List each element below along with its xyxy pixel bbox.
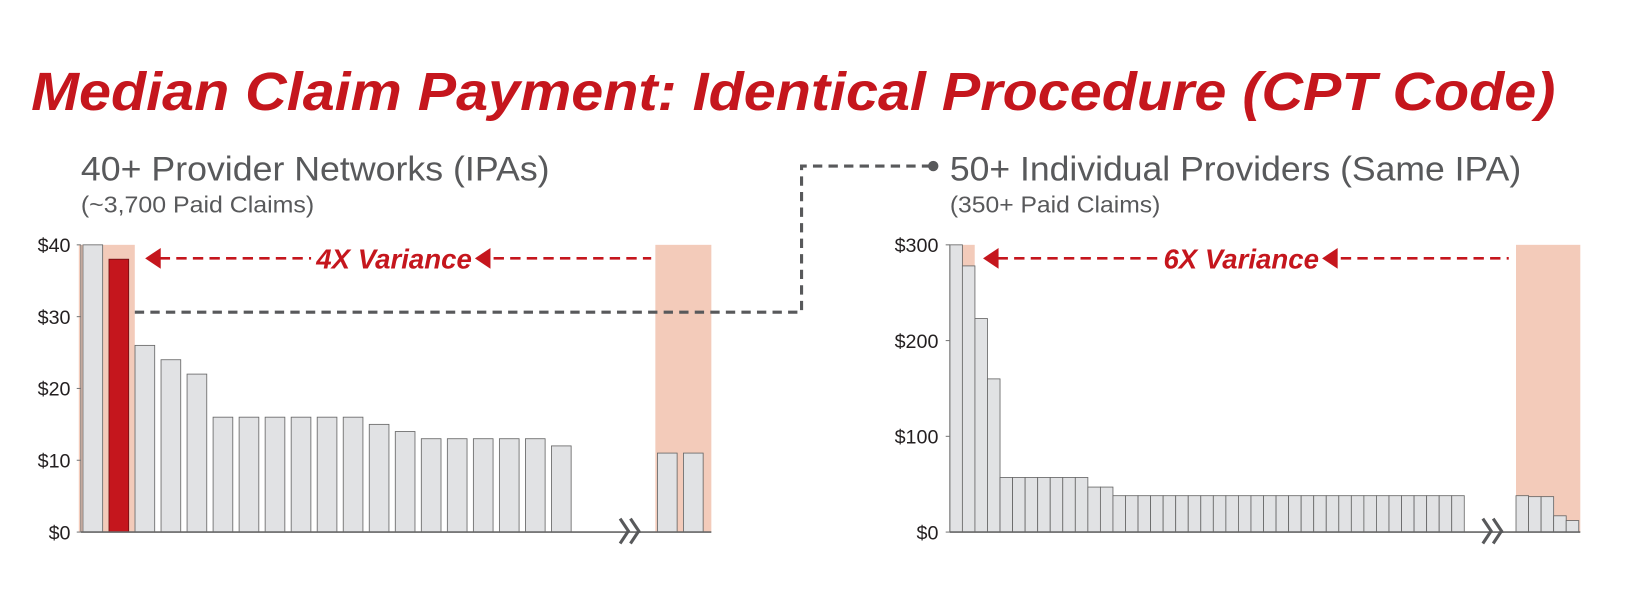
bar <box>949 244 963 533</box>
bar <box>186 373 208 533</box>
bar <box>472 438 494 533</box>
bar <box>683 452 704 533</box>
bar <box>1275 495 1290 533</box>
bar <box>1099 486 1114 533</box>
arrowhead-left-icon <box>983 247 999 269</box>
bar <box>82 244 104 533</box>
axis-break-icon <box>618 517 641 545</box>
bar <box>238 416 260 533</box>
bar <box>1200 495 1214 533</box>
chart-title: Median Claim Payment: Identical Procedur… <box>31 62 1555 122</box>
bar <box>1515 495 1529 533</box>
bar <box>551 445 572 533</box>
bar <box>264 416 286 533</box>
arrowhead-left-icon <box>1322 247 1338 269</box>
bar <box>1024 477 1039 533</box>
bar <box>1325 495 1340 533</box>
bar <box>1376 495 1390 533</box>
y-tick-label: $0 <box>49 522 71 544</box>
bar <box>394 431 416 533</box>
bar <box>961 265 976 533</box>
y-tick-label: $10 <box>38 451 71 473</box>
bar <box>1451 495 1465 533</box>
bar <box>212 416 234 533</box>
y-tick-label: $40 <box>38 235 71 257</box>
bar <box>525 438 546 533</box>
bar <box>1250 495 1264 533</box>
bar <box>1438 495 1453 533</box>
arrowhead-left-icon <box>145 247 161 269</box>
y-tick-label: $100 <box>895 427 939 449</box>
bar <box>316 416 338 533</box>
bar <box>1087 486 1101 533</box>
y-tick-label: $30 <box>38 307 71 329</box>
y-tick-label: $200 <box>895 331 939 353</box>
bar <box>1540 496 1555 533</box>
bar <box>1413 495 1428 533</box>
y-tick-label: $20 <box>38 379 71 401</box>
axis-break-icon <box>1481 517 1504 545</box>
bar <box>987 378 1001 533</box>
left-chart-subtitle: (~3,700 Paid Claims) <box>81 192 314 218</box>
arrowhead-left-icon <box>474 247 491 269</box>
left-chart: $0 $10 $20 $30 $40 <box>38 235 712 545</box>
right-chart-subtitle: (350+ Paid Claims) <box>950 192 1160 218</box>
bar <box>1074 477 1089 533</box>
bar <box>1012 477 1026 533</box>
bar <box>1338 495 1352 533</box>
bar <box>1313 495 1327 533</box>
bar <box>1565 520 1580 533</box>
bar <box>1049 477 1064 533</box>
bar <box>1388 495 1402 533</box>
bar <box>1112 495 1126 533</box>
left-variance-label: 4X Variance <box>315 244 472 275</box>
bar <box>1212 495 1227 533</box>
bar <box>657 452 678 533</box>
right-variance-label: 6X Variance <box>1163 244 1319 275</box>
connector-dot <box>928 160 939 172</box>
bar <box>1426 495 1440 533</box>
y-tick-label: $300 <box>895 235 939 257</box>
bar <box>1238 495 1252 533</box>
bar <box>1062 477 1076 533</box>
bar <box>1187 495 1202 533</box>
connector-line <box>134 164 930 314</box>
bar <box>1137 495 1152 533</box>
bar <box>1175 495 1189 533</box>
y-tick-label: $0 <box>917 522 939 544</box>
bar <box>1225 495 1239 533</box>
bar <box>160 359 182 533</box>
left-chart-title: 40+ Provider Networks (IPAs) <box>81 151 550 189</box>
bar <box>446 438 468 533</box>
bar <box>290 416 312 533</box>
bar <box>1350 495 1365 533</box>
bar <box>1528 496 1542 533</box>
bar <box>999 477 1013 533</box>
bar <box>498 438 520 533</box>
bar <box>342 416 364 533</box>
low-range-shading <box>1516 244 1581 533</box>
bar <box>1300 495 1315 533</box>
bar <box>368 423 390 533</box>
bar <box>974 318 988 533</box>
bar <box>1363 495 1377 533</box>
bar <box>1263 495 1277 533</box>
right-chart-title: 50+ Individual Providers (Same IPA) <box>950 151 1521 189</box>
highlighted-bar <box>108 258 130 533</box>
bar <box>1162 495 1177 533</box>
bar <box>1288 495 1302 533</box>
bar <box>420 438 442 533</box>
right-chart: $0 $100 $200 $300 <box>895 235 1581 545</box>
bar <box>1150 495 1164 533</box>
bar <box>134 344 156 533</box>
bar <box>1553 515 1567 533</box>
bar <box>1125 495 1139 533</box>
bar <box>1401 495 1415 533</box>
bar <box>1037 477 1051 533</box>
